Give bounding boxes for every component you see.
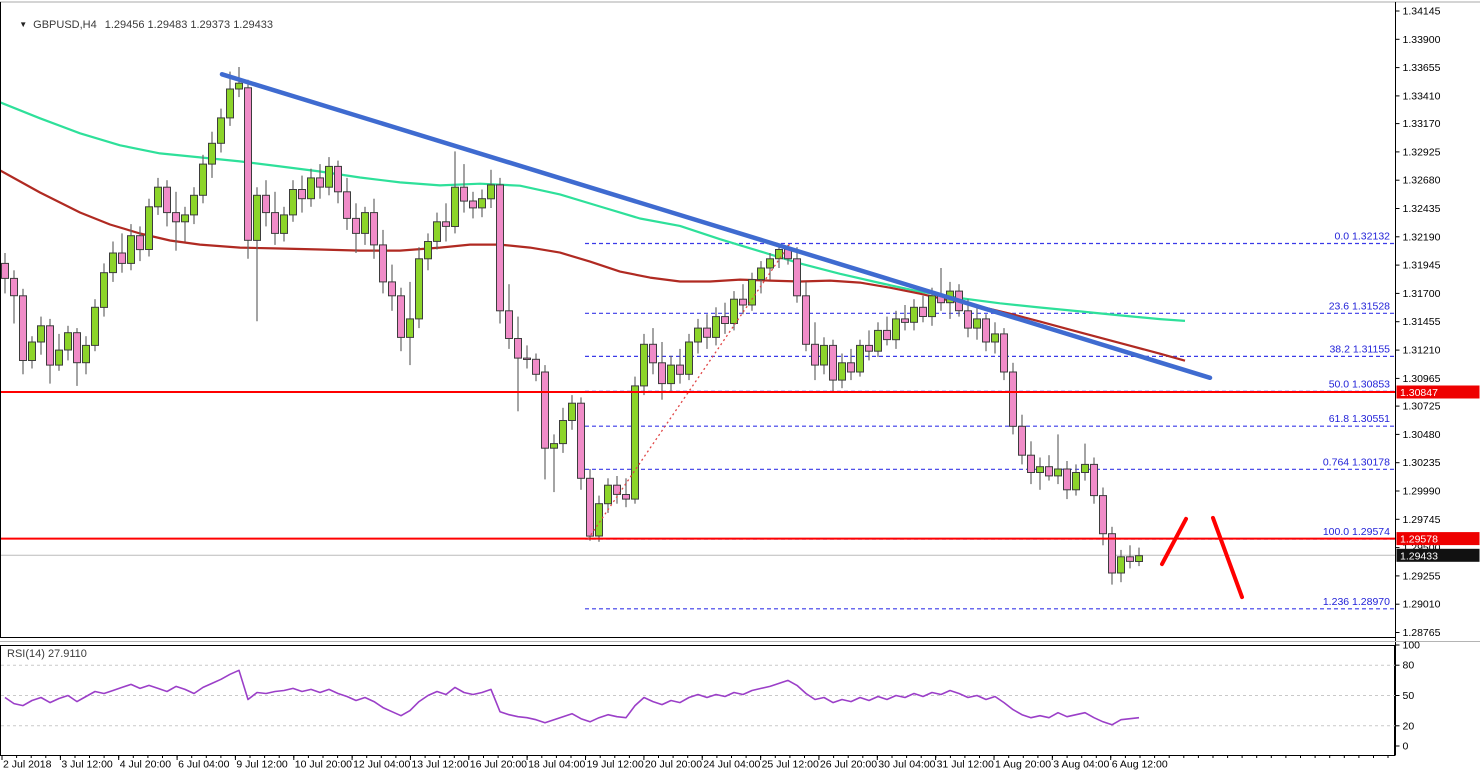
svg-text:1.31455: 1.31455 — [1403, 316, 1441, 328]
price-badge: 1.30847 — [1396, 385, 1480, 399]
price-badge: 1.29433 — [1396, 548, 1480, 562]
svg-text:13 Jul 12:00: 13 Jul 12:00 — [411, 759, 468, 771]
svg-text:18 Jul 04:00: 18 Jul 04:00 — [528, 759, 585, 771]
svg-text:1.30965: 1.30965 — [1403, 373, 1441, 385]
svg-text:4 Jul 20:00: 4 Jul 20:00 — [120, 759, 172, 771]
svg-text:9 Jul 12:00: 9 Jul 12:00 — [236, 759, 288, 771]
svg-text:1.34145: 1.34145 — [1403, 6, 1441, 18]
svg-text:1.29745: 1.29745 — [1403, 514, 1441, 526]
support-resistance-lines[interactable] — [0, 391, 1395, 540]
svg-text:1.29255: 1.29255 — [1403, 570, 1441, 582]
svg-text:1.33170: 1.33170 — [1403, 118, 1441, 130]
svg-text:3 Aug 04:00: 3 Aug 04:00 — [1053, 759, 1109, 771]
svg-text:30 Jul 04:00: 30 Jul 04:00 — [878, 759, 935, 771]
svg-text:100: 100 — [1403, 640, 1421, 652]
svg-text:1.32435: 1.32435 — [1403, 203, 1441, 215]
svg-text:3 Jul 12:00: 3 Jul 12:00 — [61, 759, 113, 771]
svg-text:6 Jul 04:00: 6 Jul 04:00 — [178, 759, 230, 771]
symbol-timeframe-label: GBPUSD,H4 — [33, 19, 97, 31]
ohlc-quote-label: 1.29456 1.29483 1.29373 1.29433 — [104, 19, 273, 31]
svg-text:1.29990: 1.29990 — [1403, 486, 1441, 498]
svg-text:1.30725: 1.30725 — [1403, 401, 1441, 413]
svg-text:1.28765: 1.28765 — [1403, 627, 1441, 639]
svg-text:25 Jul 12:00: 25 Jul 12:00 — [762, 759, 819, 771]
svg-text:1.32190: 1.32190 — [1403, 231, 1441, 243]
svg-text:1 Aug 20:00: 1 Aug 20:00 — [995, 759, 1051, 771]
svg-text:50: 50 — [1403, 690, 1415, 702]
descending-trendline[interactable] — [219, 72, 1213, 381]
svg-text:1.32925: 1.32925 — [1403, 146, 1441, 158]
svg-text:1.30235: 1.30235 — [1403, 457, 1441, 469]
svg-text:24 Jul 04:00: 24 Jul 04:00 — [703, 759, 760, 771]
svg-text:1.31945: 1.31945 — [1403, 260, 1441, 272]
svg-text:10 Jul 20:00: 10 Jul 20:00 — [295, 759, 352, 771]
svg-text:1.30847: 1.30847 — [1400, 387, 1438, 399]
svg-text:6 Aug 12:00: 6 Aug 12:00 — [1112, 759, 1168, 771]
svg-text:1.31210: 1.31210 — [1403, 345, 1441, 357]
time-axis: 2 Jul 2018 3 Jul 12:00 4 Jul 20:00 6 Jul 04… — [0, 755, 1395, 771]
fib-retracement-levels: 0.0 1.32132 23.6 1.31528 38.2 1.31155 50.0 … — [585, 231, 1395, 610]
svg-text:23.6 1.31528: 23.6 1.31528 — [1329, 300, 1390, 312]
chart-title: ▼ GBPUSD,H4 1.29456 1.29483 1.29373 1.2943… — [7, 7, 273, 43]
svg-text:16 Jul 20:00: 16 Jul 20:00 — [470, 759, 527, 771]
svg-text:0.0 1.32132: 0.0 1.32132 — [1335, 231, 1391, 243]
moving-average-slow — [0, 169, 1186, 362]
svg-text:0: 0 — [1403, 741, 1409, 753]
svg-text:38.2 1.31155: 38.2 1.31155 — [1329, 343, 1390, 355]
svg-text:1.236 1.28970: 1.236 1.28970 — [1323, 596, 1390, 608]
svg-text:1.32680: 1.32680 — [1403, 175, 1441, 187]
svg-text:1.31700: 1.31700 — [1403, 288, 1441, 300]
svg-text:20: 20 — [1403, 720, 1415, 732]
svg-text:0.764 1.30178: 0.764 1.30178 — [1323, 456, 1390, 468]
svg-text:31 Jul 12:00: 31 Jul 12:00 — [937, 759, 994, 771]
rsi-line — [4, 669, 1140, 726]
svg-text:1.29578: 1.29578 — [1400, 534, 1438, 546]
candles-layer — [1, 67, 1143, 585]
svg-text:61.8 1.30551: 61.8 1.30551 — [1329, 413, 1390, 425]
symbol-dropdown-icon[interactable]: ▼ — [19, 20, 28, 29]
rsi-indicator-label: RSI(14) 27.9110 — [7, 648, 87, 660]
svg-text:19 Jul 12:00: 19 Jul 12:00 — [587, 759, 644, 771]
price-badge: 1.29578 — [1396, 532, 1480, 546]
svg-text:50.0 1.30853: 50.0 1.30853 — [1329, 378, 1390, 390]
moving-average-fast — [0, 101, 1186, 322]
svg-text:2 Jul 2018: 2 Jul 2018 — [3, 759, 52, 771]
svg-text:1.33410: 1.33410 — [1403, 90, 1441, 102]
projection-lines[interactable] — [1160, 515, 1244, 600]
svg-text:1.33655: 1.33655 — [1403, 62, 1441, 74]
svg-text:1.33900: 1.33900 — [1403, 34, 1441, 46]
svg-text:1.29433: 1.29433 — [1400, 550, 1438, 562]
rsi-pane: 100 80 50 20 0 — [0, 640, 1421, 756]
price-axis: 1.34145 1.33900 1.33655 1.33410 1.33170 1.329… — [1395, 2, 1480, 756]
svg-text:12 Jul 04:00: 12 Jul 04:00 — [353, 759, 410, 771]
svg-text:1.29010: 1.29010 — [1403, 599, 1441, 611]
svg-text:80: 80 — [1403, 660, 1415, 672]
svg-text:20 Jul 20:00: 20 Jul 20:00 — [645, 759, 702, 771]
svg-text:1.30480: 1.30480 — [1403, 429, 1441, 441]
svg-text:26 Jul 20:00: 26 Jul 20:00 — [820, 759, 877, 771]
svg-text:100.0 1.29574: 100.0 1.29574 — [1323, 526, 1390, 538]
